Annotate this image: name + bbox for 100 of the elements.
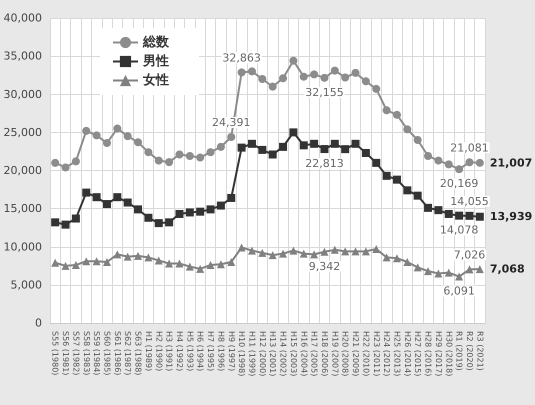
- point: [227, 133, 236, 142]
- point: [154, 219, 163, 228]
- point: [248, 67, 256, 76]
- x-tick-label: H9 (1997): [226, 331, 236, 372]
- x-tick-label: S55 (1980): [50, 331, 60, 376]
- point: [165, 260, 174, 268]
- point: [341, 73, 350, 82]
- point: [268, 251, 277, 260]
- point: [424, 152, 432, 160]
- point: [320, 74, 328, 82]
- point: [216, 260, 225, 268]
- point: [134, 138, 142, 146]
- x-tick-label: H6 (1994): [196, 331, 205, 372]
- x-tick-label: H4 (1992): [174, 331, 184, 372]
- point: [372, 84, 380, 93]
- data-label: 32,863: [222, 51, 261, 64]
- point: [476, 212, 484, 221]
- point: [414, 136, 422, 144]
- x-tick-label: H18 (2006): [320, 331, 329, 376]
- point: [227, 194, 236, 202]
- x-tick-label: H24 (2012): [382, 331, 392, 376]
- point: [124, 198, 132, 207]
- point: [352, 247, 360, 256]
- data-label: 22,813: [305, 157, 344, 170]
- point: [186, 208, 194, 216]
- point: [62, 163, 70, 172]
- data-label: 32,155: [305, 86, 344, 99]
- x-tick-label: S61 (1986): [112, 331, 122, 376]
- x-tick-label: S57 (1982): [71, 331, 80, 376]
- point: [300, 72, 308, 81]
- x-tick-label: H11 (1999): [247, 331, 256, 376]
- x-tick-label: R2 (2020): [464, 331, 474, 371]
- x-tick-label: S56 (1981): [61, 331, 70, 376]
- data-label: 9,342: [308, 260, 340, 273]
- x-tick-label: S58 (1983): [82, 331, 91, 376]
- point: [279, 74, 288, 82]
- point: [165, 218, 174, 226]
- point: [300, 141, 308, 150]
- point: [289, 246, 298, 255]
- x-tick-label: H2 (1990): [154, 331, 164, 372]
- point: [434, 206, 442, 214]
- y-tick-label: 30,000: [4, 88, 42, 101]
- x-tick-label: S60 (1985): [102, 331, 112, 376]
- point: [392, 110, 401, 119]
- point: [102, 200, 111, 208]
- point: [238, 144, 246, 152]
- point: [248, 246, 256, 255]
- point: [175, 210, 184, 218]
- x-tick-label: H22 (2010): [361, 331, 370, 376]
- point: [175, 260, 184, 268]
- point: [455, 165, 464, 174]
- y-tick-label: 0: [35, 316, 42, 330]
- point: [444, 268, 453, 277]
- data-label: 21,081: [450, 141, 489, 154]
- data-label: 7,026: [454, 248, 486, 262]
- legend-label: 男性: [142, 54, 169, 69]
- point: [362, 77, 370, 86]
- point: [414, 192, 422, 200]
- point: [424, 204, 432, 212]
- point: [476, 265, 484, 274]
- y-tick-label: 5,000: [10, 278, 42, 292]
- point: [279, 250, 288, 258]
- x-tick-label: H7 (1995): [206, 331, 216, 372]
- point: [434, 269, 442, 278]
- point: [196, 154, 204, 162]
- point: [206, 148, 215, 156]
- x-tick-label: H1 (1989): [144, 331, 153, 372]
- x-tick-label: H21 (2009): [351, 331, 360, 376]
- data-label: 14,078: [440, 224, 478, 237]
- y-tick-label: 35,000: [4, 50, 42, 63]
- point: [92, 131, 101, 140]
- point: [310, 70, 318, 78]
- point: [62, 220, 70, 229]
- point: [320, 145, 328, 154]
- point: [455, 212, 464, 220]
- point: [206, 205, 215, 214]
- point: [72, 214, 80, 223]
- x-tick-label: H16 (2004): [299, 331, 308, 376]
- point: [238, 244, 246, 252]
- point: [248, 140, 256, 148]
- x-tick-label: H14 (2002): [278, 331, 288, 376]
- point: [330, 246, 339, 254]
- point: [196, 264, 204, 273]
- point: [51, 218, 60, 226]
- x-tick-label: H19 (2007): [330, 331, 340, 376]
- x-tick-label: H28 (2016): [424, 331, 433, 376]
- x-tick-label: S59 (1984): [92, 331, 102, 376]
- x-tick-label: H29 (2017): [434, 331, 443, 376]
- point: [392, 254, 401, 262]
- x-tick-label: H5 (1993): [185, 331, 194, 372]
- point: [310, 250, 318, 258]
- point: [444, 160, 453, 168]
- data-label: 13,939: [490, 210, 532, 224]
- point: [414, 263, 422, 272]
- point: [62, 262, 70, 270]
- point: [424, 267, 432, 276]
- data-label: 14,055: [450, 194, 489, 208]
- x-tick-label: H3 (1991): [164, 331, 174, 372]
- point: [382, 172, 391, 180]
- x-tick-label: H25 (2013): [392, 331, 402, 376]
